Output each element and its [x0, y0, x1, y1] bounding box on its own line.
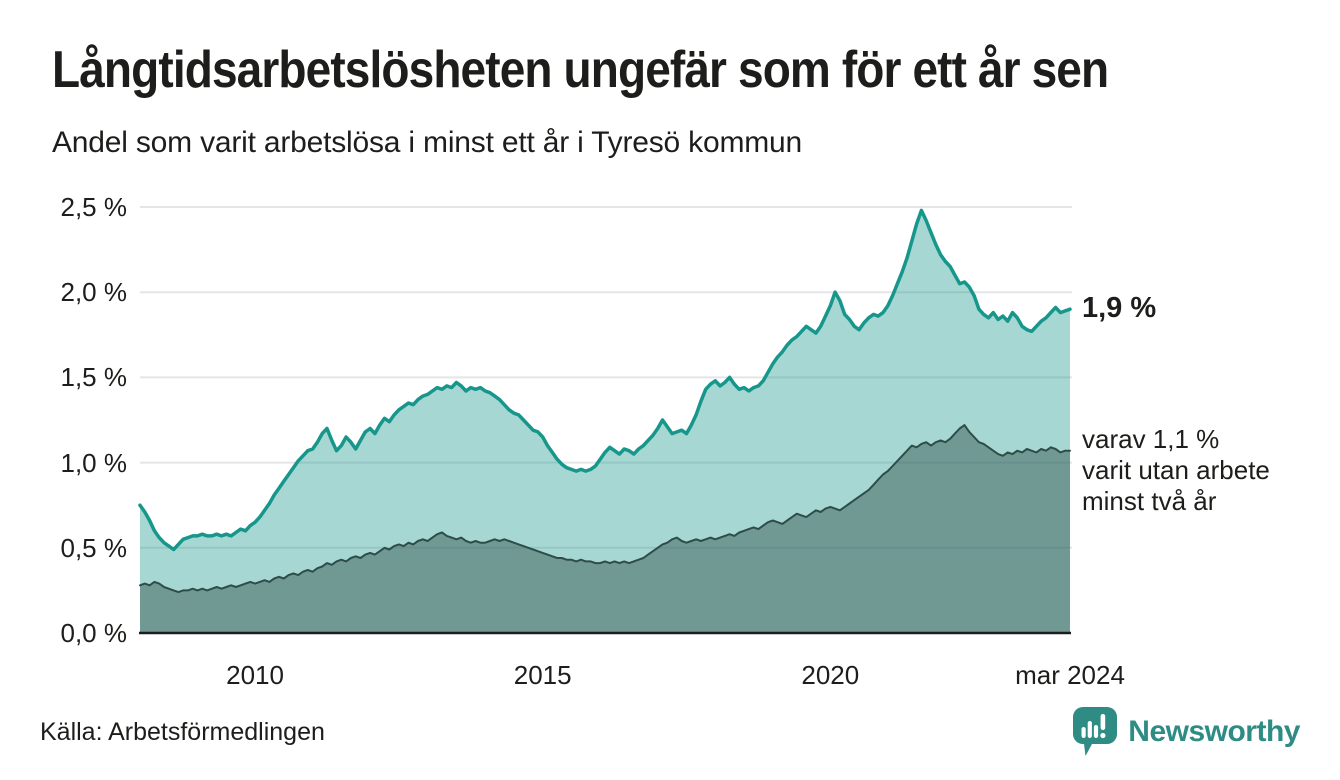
y-tick-label: 0,5 % [60, 532, 128, 563]
newsworthy-bubble-chart-icon [1073, 707, 1118, 756]
two-year-annotation-line1: varav 1,1 % [1082, 424, 1220, 454]
y-tick-label: 1,0 % [60, 447, 128, 478]
newsworthy-wordmark: Newsworthy [1128, 715, 1300, 748]
x-tick-label: mar 2024 [1015, 660, 1125, 690]
newsworthy-logo: Newsworthy [1072, 706, 1300, 758]
line-one-year [138, 208, 1072, 552]
end-value-annotation: 1,9 % [1082, 292, 1157, 325]
x-tick-label: 2010 [226, 660, 284, 690]
area-two-year [140, 425, 1070, 633]
plot-svg [138, 206, 1072, 635]
two-year-annotation: varav 1,1 % varit utan arbete minst två … [1082, 424, 1270, 517]
area-one-year [140, 210, 1070, 633]
x-tick-label: 2020 [801, 660, 860, 690]
y-tick-label: 1,5 % [60, 362, 128, 393]
two-year-annotation-line2: varit utan arbete [1082, 455, 1270, 485]
line-two-year [139, 424, 1071, 594]
x-tick-label: 2015 [513, 660, 572, 690]
two-year-annotation-line3: minst två år [1082, 486, 1217, 516]
y-tick-label: 0,0 % [60, 618, 128, 648]
page-title-text: Långtidsarbetslösheten ungefär som för e… [52, 41, 1109, 99]
chart-subtitle: Andel som varit arbetslösa i minst ett å… [52, 126, 802, 159]
y-tick-label: 2,0 % [60, 277, 128, 308]
page-title: Långtidsarbetslösheten ungefär som för e… [52, 40, 1245, 100]
y-tick-label: 2,5 % [60, 192, 128, 222]
source-note: Källa: Arbetsförmedlingen [40, 718, 325, 746]
